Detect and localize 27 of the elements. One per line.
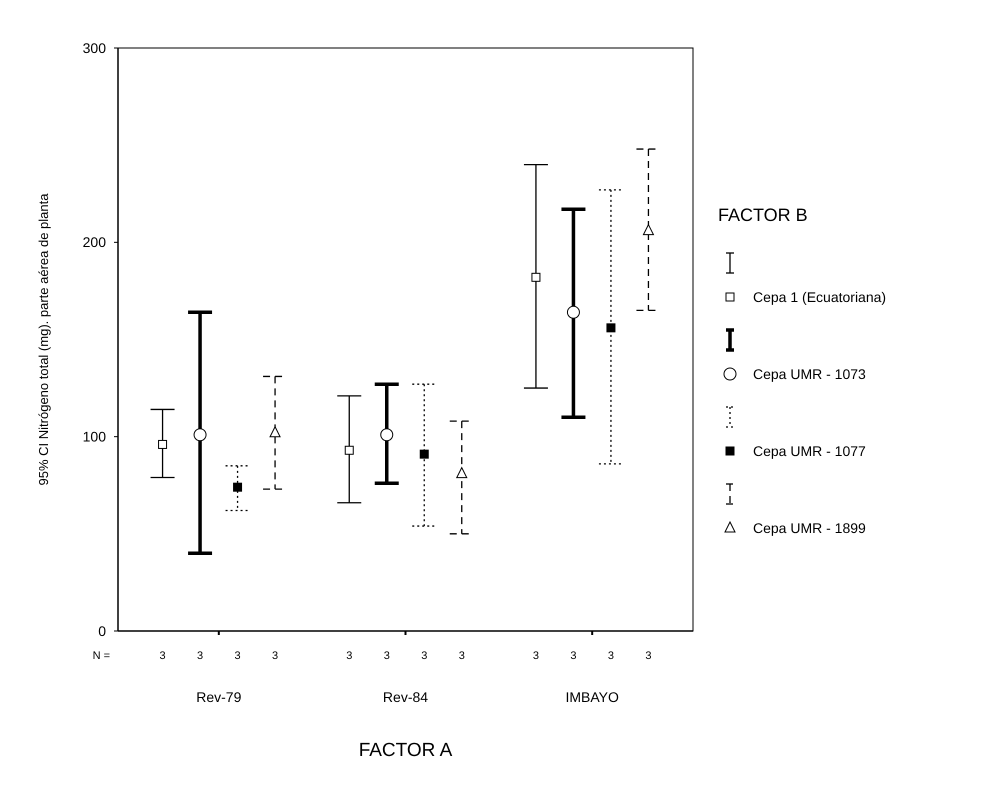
text: 3 (532, 650, 539, 662)
text: 3 (384, 650, 390, 662)
y-tick-label: 300 (82, 40, 106, 56)
text: 3 (645, 650, 652, 662)
text: 3 (234, 650, 241, 662)
y-tick-label: 200 (82, 234, 106, 250)
y-tick-label: 100 (82, 428, 106, 445)
text: 3 (160, 650, 166, 662)
text: N = (92, 650, 110, 662)
legend-label: Cepa UMR - 1077 (753, 442, 866, 459)
text: 3 (608, 650, 614, 662)
y-axis-title: 95% CI Nitrógeno total (mg). parte aérea de planta (36, 192, 51, 486)
y-tick-label: 0 (98, 622, 106, 639)
legend-label: Cepa 1 (Ecuatoriana) (753, 288, 886, 305)
text: 3 (272, 650, 278, 662)
x-tick-label: Rev-79 (196, 689, 242, 705)
text: 3 (346, 650, 352, 662)
text: 3 (458, 650, 465, 662)
x-axis-title: FACTOR A (358, 740, 453, 761)
text: 3 (570, 650, 576, 662)
x-tick-label: Rev-84 (382, 689, 428, 705)
text: 3 (197, 650, 204, 662)
text: 3 (421, 650, 428, 662)
legend-label: Cepa UMR - 1073 (753, 366, 866, 382)
legend-label: Cepa UMR - 1899 (753, 520, 866, 536)
x-tick-label: IMBAYO (565, 689, 620, 705)
legend-title: FACTOR B (718, 205, 808, 225)
